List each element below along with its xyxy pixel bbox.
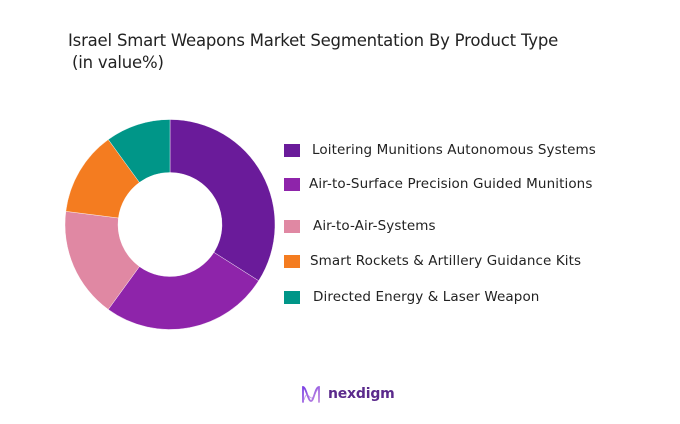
chart-title-line2: (in value%)	[72, 53, 164, 72]
donut-slice	[169, 119, 276, 282]
legend-swatch	[284, 291, 300, 304]
donut-slice	[108, 252, 259, 330]
legend-swatch	[284, 178, 300, 191]
legend-swatch	[284, 255, 300, 268]
chart-title-line1: Israel Smart Weapons Market Segmentation…	[68, 31, 559, 50]
legend-label: Smart Rockets & Artillery Guidance Kits	[310, 253, 582, 269]
nexdigm-logo: nexdigm	[300, 382, 395, 406]
legend-label: Directed Energy & Laser Weapon	[313, 289, 540, 305]
wave-n-icon	[302, 386, 320, 403]
legend-label: Air-to-Air-Systems	[313, 218, 436, 234]
legend-label: Loitering Munitions Autonomous Systems	[312, 142, 596, 158]
donut-slice	[108, 119, 171, 183]
legend-swatch	[284, 220, 300, 233]
legend-swatch	[284, 144, 300, 157]
donut-slices	[64, 119, 276, 330]
legend-label: Air-to-Surface Precision Guided Munition…	[309, 176, 593, 192]
logo-text: nexdigm	[328, 386, 395, 402]
chart-title: Israel Smart Weapons Market Segmentation…	[68, 30, 558, 74]
